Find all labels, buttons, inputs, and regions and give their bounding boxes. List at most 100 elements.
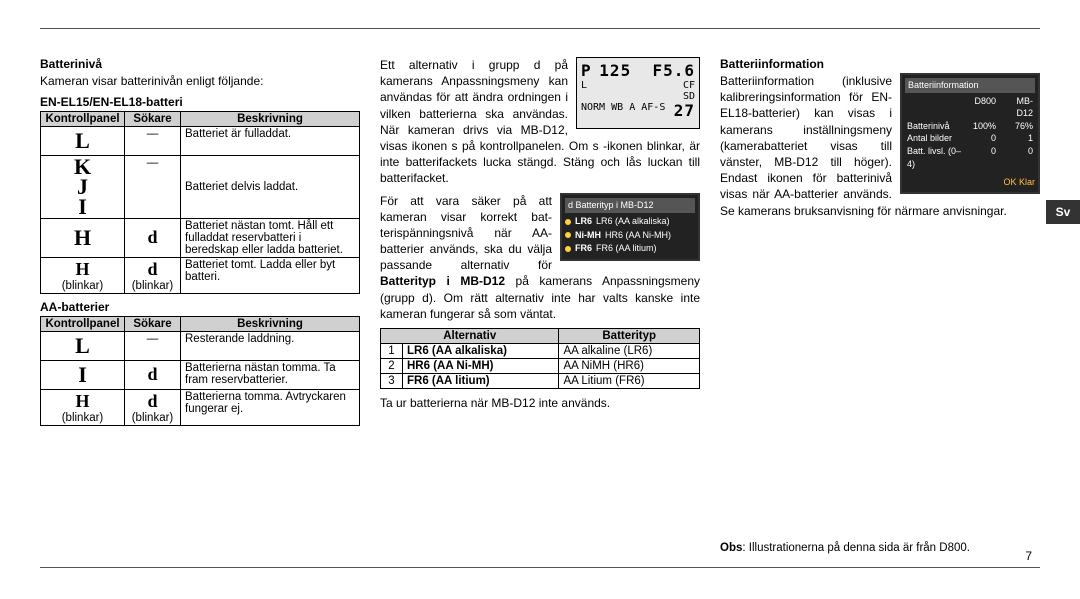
th-finder: Sökare <box>125 316 181 331</box>
menu-code: LR6 <box>575 215 592 229</box>
cell-type: AA alkaline (LR6) <box>559 344 700 359</box>
cell-type: AA NiMH (HR6) <box>559 359 700 374</box>
cell-alt: FR6 (AA litium) <box>403 374 559 389</box>
language-tab: Sv <box>1046 200 1080 224</box>
glyph: L <box>75 333 90 358</box>
glyph: H <box>74 225 91 250</box>
cell: 0 <box>998 145 1035 170</box>
cell: — <box>125 127 181 156</box>
cell: Batteriet nästan tomt. Håll ett fulladda… <box>181 218 360 257</box>
th-panel: Kontrollpanel <box>41 316 125 331</box>
menu-title: d Batterityp i MB-D12 <box>565 198 695 214</box>
cell: 0 <box>971 145 998 170</box>
lcd-iso: NORM <box>581 102 605 113</box>
table-row: 2 HR6 (AA Ni-MH) AA NiMH (HR6) <box>381 359 700 374</box>
glyph: KJI <box>74 157 91 216</box>
cell: Batterierna nästan tomma. Ta fram reserv… <box>181 360 360 389</box>
table-row: KJI — Batteriet delvis laddat. <box>41 156 360 219</box>
cell-num: 3 <box>381 374 403 389</box>
menu-opt: LR6 (AA alkaliska) <box>596 215 670 229</box>
menu-code: FR6 <box>575 242 592 256</box>
bullet-icon <box>565 232 571 238</box>
lcd-af: AF-S <box>641 102 665 113</box>
row-label: Batt. livsl. (0–4) <box>905 145 971 170</box>
glyph: H <box>75 391 89 411</box>
cell: Batterierna tomma. Avtryckaren fungerar … <box>181 389 360 425</box>
cell-alt: HR6 (AA Ni-MH) <box>403 359 559 374</box>
lcd-aperture: F5.6 <box>652 61 695 80</box>
column-1: Batterinivå Kameran visar batterinivån e… <box>40 57 360 563</box>
bullet-icon <box>565 219 571 225</box>
glyph: d <box>147 227 157 247</box>
table-row: 3 FR6 (AA litium) AA Litium (FR6) <box>381 374 700 389</box>
row-label: Antal bilder <box>905 132 971 145</box>
menu-code: Ni-MH <box>575 229 601 243</box>
cell-num: 2 <box>381 359 403 374</box>
glyph: L <box>75 128 90 153</box>
blink-label: (blinkar) <box>62 280 104 292</box>
column-2: P 125 F5.6 LCFSD NORM WB A AF-S27 Ett al… <box>380 57 700 563</box>
lcd-wb: WB <box>611 102 623 113</box>
glyph: I <box>78 362 87 387</box>
menu-opt: HR6 (AA Ni-MH) <box>605 229 671 243</box>
cell-type: AA Litium (FR6) <box>559 374 700 389</box>
table-row: L — Batteriet är fulladdat. <box>41 127 360 156</box>
lcd-cf: CF <box>683 80 695 91</box>
menu-opt: FR6 (AA litium) <box>596 242 657 256</box>
table-row: I d Batterierna nästan tomma. Ta fram re… <box>41 360 360 389</box>
th-panel: Kontrollpanel <box>41 112 125 127</box>
menu-batterityp-illustration: d Batterityp i MB-D12 LR6 LR6 (AA alkali… <box>560 193 700 261</box>
cell: — <box>125 156 181 219</box>
col-d800: D800 <box>971 95 998 120</box>
lcd-count: 27 <box>674 102 695 120</box>
th-alternativ: Alternativ <box>381 329 559 344</box>
blink-label: (blinkar) <box>132 280 174 292</box>
obs-text: : Illustrationerna på denna sida är från… <box>742 542 970 554</box>
table-row: 1 LR6 (AA alkaliska) AA alkaline (LR6) <box>381 344 700 359</box>
table-alternativ: Alternativ Batterityp 1 LR6 (AA alkalisk… <box>380 328 700 389</box>
page-content: Batterinivå Kameran visar batterinivån e… <box>40 28 1040 568</box>
lcd-illustration: P 125 F5.6 LCFSD NORM WB A AF-S27 <box>576 57 700 129</box>
cell: 76% <box>998 120 1035 133</box>
obs-label: Obs <box>720 542 742 554</box>
row-label: Batterinivå <box>905 120 971 133</box>
menu-footer: OK Klar <box>905 176 1035 189</box>
blink-label: (blinkar) <box>132 412 174 424</box>
cell: 1 <box>998 132 1035 145</box>
cell: Batteriet delvis laddat. <box>181 156 360 219</box>
text-battery-intro: Kameran visar batterinivån enligt följan… <box>40 73 360 89</box>
th-desc: Beskrivning <box>181 112 360 127</box>
cell: 100% <box>971 120 998 133</box>
cell: Resterande laddning. <box>181 331 360 360</box>
table-row: H(blinkar) d(blinkar) Batterierna tomma.… <box>41 389 360 425</box>
heading-enel-battery: EN-EL15/EN-EL18-batteri <box>40 95 360 109</box>
th-finder: Sökare <box>125 112 181 127</box>
heading-aa-battery: AA-batterier <box>40 300 360 314</box>
th-batterityp: Batterityp <box>559 329 700 344</box>
glyph: d <box>147 391 157 411</box>
lcd-mode: P <box>581 62 592 80</box>
heading-battery-level: Batterinivå <box>40 57 360 71</box>
heading-batteriinformation: Batteriinformation <box>720 57 1040 71</box>
cell: — <box>125 331 181 360</box>
cell-num: 1 <box>381 344 403 359</box>
lcd-shutter: 125 <box>599 61 631 80</box>
lcd-lock: L <box>581 80 587 102</box>
bullet-icon <box>565 246 571 252</box>
glyph: H <box>75 259 89 279</box>
table-aa-battery: Kontrollpanel Sökare Beskrivning L — Res… <box>40 316 360 426</box>
table-row: H d Batteriet nästan tomt. Håll ett full… <box>41 218 360 257</box>
text: För att vara säker på att kameran visar … <box>380 194 552 273</box>
text-remove-batteries: Ta ur batterierna när MB-D12 inte använd… <box>380 395 700 411</box>
blink-label: (blinkar) <box>62 412 104 424</box>
col-mbd12: MB-D12 <box>998 95 1035 120</box>
lcd-sd: SD <box>683 91 695 102</box>
glyph: d <box>147 364 157 384</box>
page-number: 7 <box>1025 549 1032 563</box>
glyph: d <box>147 259 157 279</box>
cell: Batteriet är fulladdat. <box>181 127 360 156</box>
th-desc: Beskrivning <box>181 316 360 331</box>
batterityp-bold: Batterityp i MB-D12 <box>380 274 505 288</box>
table-enel-battery: Kontrollpanel Sökare Beskrivning L — Bat… <box>40 111 360 294</box>
table-row: L — Resterande laddning. <box>41 331 360 360</box>
